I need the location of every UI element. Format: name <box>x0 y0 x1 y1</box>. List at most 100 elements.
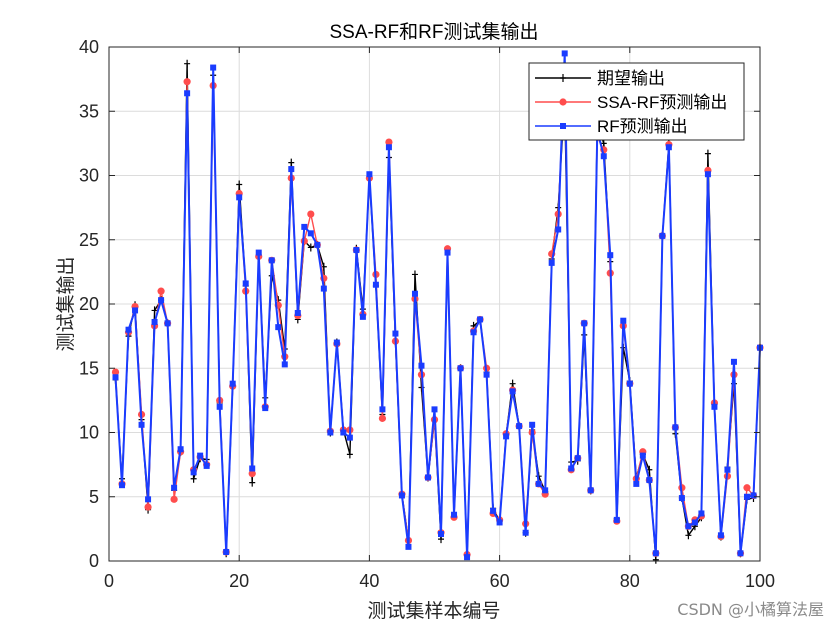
plus-marker-icon <box>346 450 353 459</box>
square-marker-icon <box>275 324 282 331</box>
square-marker-icon <box>307 230 314 237</box>
square-marker-icon <box>477 316 484 323</box>
square-marker-icon <box>145 496 152 503</box>
square-marker-icon <box>398 492 405 499</box>
circle-marker-icon <box>157 287 165 295</box>
legend-label: RF预测输出 <box>597 117 688 136</box>
square-marker-icon <box>327 429 334 436</box>
square-marker-icon <box>652 550 659 557</box>
square-marker-icon <box>750 492 757 499</box>
plus-marker-icon <box>307 243 314 252</box>
circle-marker-icon <box>743 484 751 492</box>
plus-marker-icon <box>184 59 191 68</box>
square-marker-icon <box>451 511 458 518</box>
x-axis-label: 测试集样本编号 <box>367 600 500 622</box>
x-tick-label: 20 <box>229 571 249 591</box>
series-layer <box>111 50 764 564</box>
square-marker-icon <box>659 232 666 239</box>
square-marker-icon <box>171 484 178 491</box>
plus-marker-icon <box>288 158 295 167</box>
circle-marker-icon <box>144 503 152 511</box>
square-marker-icon <box>255 249 262 256</box>
plus-marker-icon <box>509 379 516 388</box>
square-marker-icon <box>639 452 646 459</box>
square-marker-icon <box>132 307 139 314</box>
plus-marker-icon <box>411 270 418 279</box>
legend: 期望输出 SSA-RF预测输出 RF预测输出 <box>528 62 745 141</box>
square-marker-icon <box>743 493 750 500</box>
circle-marker-icon <box>183 78 191 86</box>
square-marker-icon <box>560 123 566 129</box>
square-marker-icon <box>184 90 191 97</box>
square-marker-icon <box>138 421 145 428</box>
square-marker-icon <box>164 320 171 327</box>
square-marker-icon <box>457 365 464 372</box>
series-square <box>112 50 763 561</box>
square-marker-icon <box>730 358 737 365</box>
square-marker-icon <box>268 257 275 264</box>
square-marker-icon <box>190 469 197 476</box>
square-marker-icon <box>405 543 412 550</box>
y-tick-label: 10 <box>79 423 99 443</box>
square-marker-icon <box>509 388 516 395</box>
y-tick-label: 20 <box>79 294 99 314</box>
square-marker-icon <box>691 519 698 526</box>
square-marker-icon <box>353 247 360 254</box>
square-marker-icon <box>646 477 653 484</box>
square-marker-icon <box>711 403 718 410</box>
square-marker-icon <box>203 462 210 469</box>
plus-marker-icon <box>704 149 711 158</box>
y-tick-label: 0 <box>89 551 99 571</box>
square-marker-icon <box>236 194 243 201</box>
chart-title: SSA-RF和RF测试集输出 <box>329 21 538 43</box>
square-marker-icon <box>548 259 555 266</box>
square-marker-icon <box>197 452 204 459</box>
legend-item: SSA-RF预测输出 <box>535 93 727 112</box>
square-marker-icon <box>346 434 353 441</box>
square-marker-icon <box>438 531 445 538</box>
square-marker-icon <box>379 406 386 413</box>
legend-item: RF预测输出 <box>535 117 688 136</box>
square-marker-icon <box>119 482 126 489</box>
square-marker-icon <box>542 487 549 494</box>
square-marker-icon <box>620 317 627 324</box>
square-marker-icon <box>288 166 295 173</box>
square-marker-icon <box>385 144 392 151</box>
square-marker-icon <box>294 309 301 316</box>
square-marker-icon <box>561 50 568 57</box>
plus-marker-icon <box>600 139 607 148</box>
square-marker-icon <box>210 64 217 71</box>
square-marker-icon <box>216 403 223 410</box>
circle-marker-icon <box>248 470 256 478</box>
square-marker-icon <box>529 421 536 428</box>
square-marker-icon <box>698 510 705 517</box>
y-tick-label: 35 <box>79 101 99 121</box>
square-marker-icon <box>555 226 562 233</box>
square-marker-icon <box>242 280 249 287</box>
circle-marker-icon <box>307 210 315 218</box>
plus-marker-icon <box>151 306 158 315</box>
square-marker-icon <box>665 144 672 151</box>
square-marker-icon <box>568 465 575 472</box>
square-marker-icon <box>490 507 497 514</box>
square-marker-icon <box>359 313 366 320</box>
square-marker-icon <box>581 320 588 327</box>
circle-marker-icon <box>385 138 393 146</box>
square-marker-icon <box>483 371 490 378</box>
y-tick-label: 15 <box>79 358 99 378</box>
circle-marker-icon <box>378 414 387 422</box>
square-marker-icon <box>724 466 731 473</box>
square-marker-icon <box>249 465 256 472</box>
square-marker-icon <box>464 554 471 561</box>
square-marker-icon <box>503 433 510 440</box>
square-marker-icon <box>333 339 340 346</box>
square-marker-icon <box>470 329 477 336</box>
square-marker-icon <box>574 455 581 462</box>
square-marker-icon <box>223 549 230 556</box>
square-marker-icon <box>424 474 431 481</box>
square-marker-icon <box>411 290 418 297</box>
square-marker-icon <box>314 241 321 248</box>
square-marker-icon <box>320 285 327 292</box>
watermark: CSDN @小橘算法屋 <box>677 600 824 619</box>
